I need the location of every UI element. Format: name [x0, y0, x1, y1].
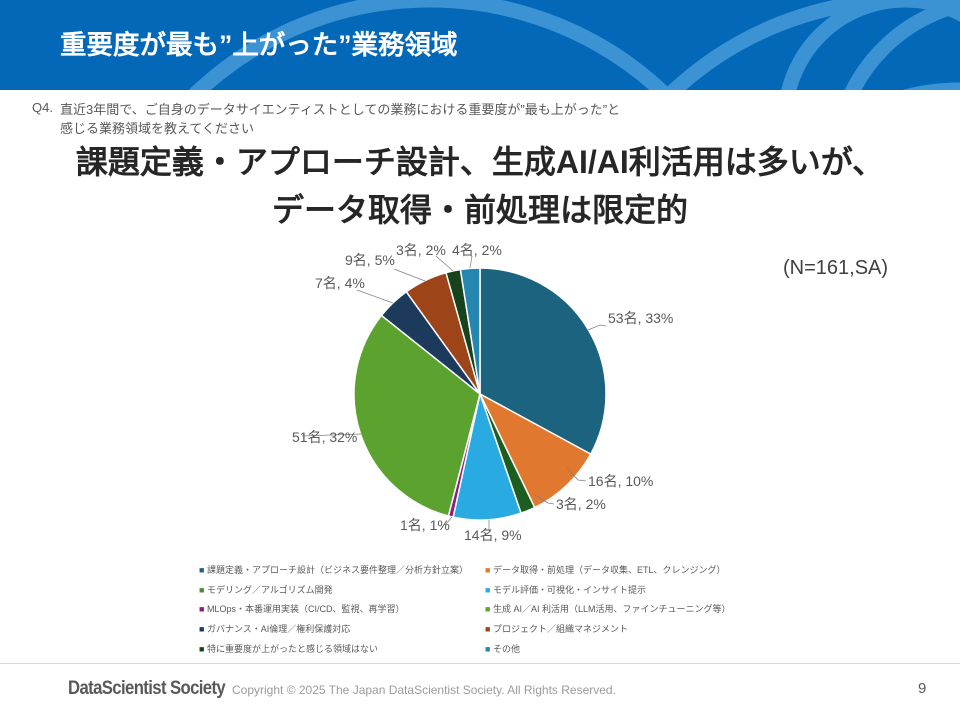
svg-text:16名, 10%: 16名, 10%	[588, 473, 653, 489]
svg-text:3名, 2%: 3名, 2%	[556, 496, 606, 512]
svg-text:3名, 2%: 3名, 2%	[396, 242, 446, 258]
svg-text:14名, 9%: 14名, 9%	[464, 527, 522, 543]
svg-text:51名, 32%: 51名, 32%	[292, 429, 357, 445]
svg-text:1名, 1%: 1名, 1%	[400, 517, 450, 533]
svg-text:4名, 2%: 4名, 2%	[452, 242, 502, 258]
svg-text:7名, 4%: 7名, 4%	[315, 275, 365, 291]
svg-text:9名, 5%: 9名, 5%	[345, 252, 395, 268]
svg-text:53名, 33%: 53名, 33%	[608, 310, 673, 326]
